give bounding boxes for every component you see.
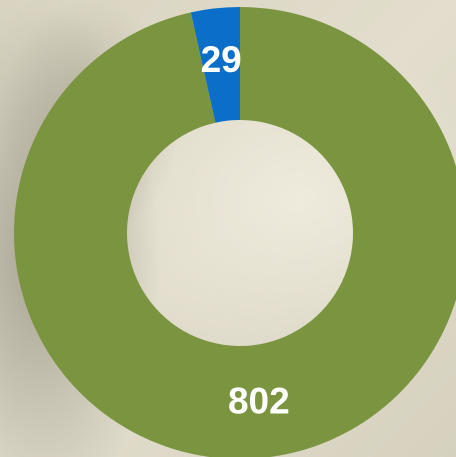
donut-segment: [14, 7, 456, 457]
data-label: 802: [228, 381, 290, 422]
donut-segment: [190, 7, 240, 123]
data-label: 29: [201, 39, 242, 80]
